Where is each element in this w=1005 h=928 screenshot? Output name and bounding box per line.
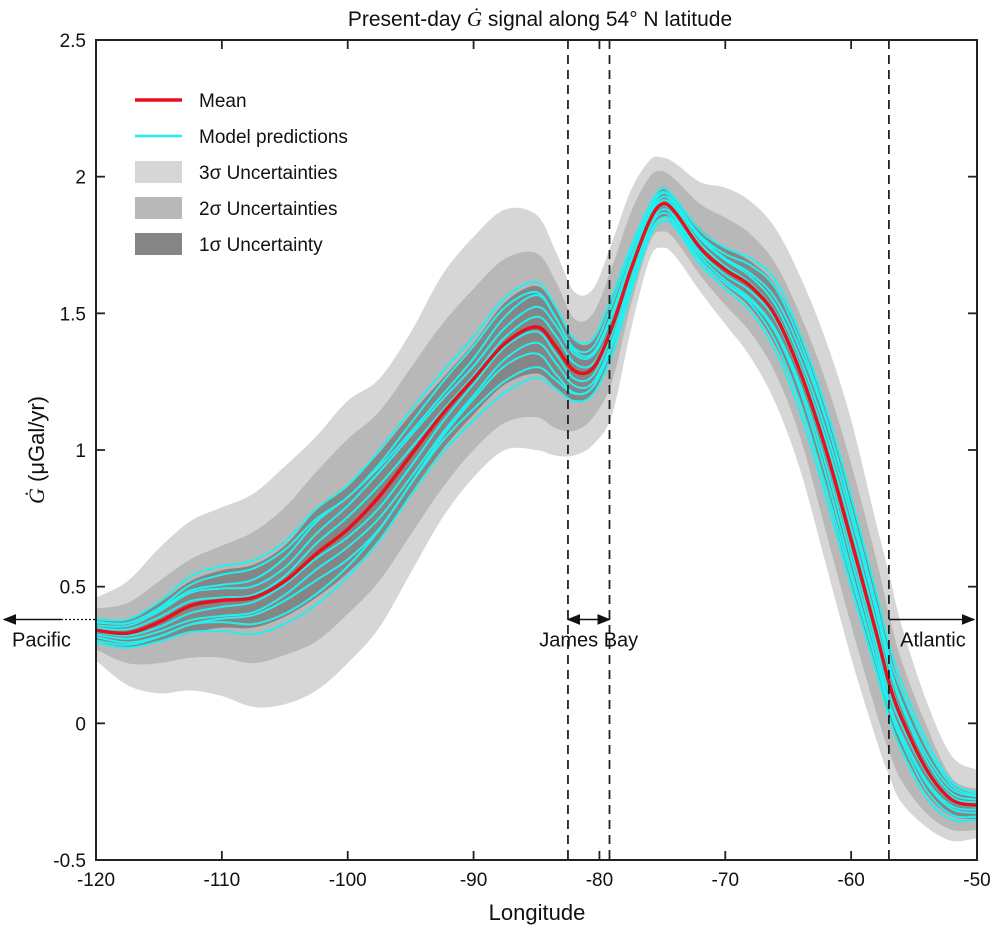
y-axis-symbol: Ġ xyxy=(24,488,49,504)
y-tick-label: 1.5 xyxy=(60,304,86,325)
region-label-pacific: Pacific xyxy=(12,629,71,651)
x-tick-label: -70 xyxy=(712,870,739,891)
mean-line-group xyxy=(95,201,978,808)
mean-line xyxy=(95,201,978,808)
y-axis-unit: (μGal/yr) xyxy=(24,396,49,482)
model-prediction-line xyxy=(95,195,978,801)
model-prediction-line xyxy=(95,216,978,819)
model-prediction-line xyxy=(95,219,978,823)
legend-swatch-patch xyxy=(135,197,182,219)
x-axis-label: Longitude xyxy=(489,900,586,925)
x-tick-label: -120 xyxy=(77,870,115,891)
legend-label: Model predictions xyxy=(199,127,348,148)
title-symbol: Ġ xyxy=(467,7,482,31)
x-tick-label: -50 xyxy=(963,870,990,891)
y-tick-label: 2.5 xyxy=(60,31,86,52)
legend-swatch-patch xyxy=(135,233,182,255)
legend-label: 3σ Uncertainties xyxy=(199,163,337,184)
band-2sigma xyxy=(96,170,977,832)
chart-title: Present-day Ġ signal along 54° N latitud… xyxy=(348,7,732,31)
band-1sigma xyxy=(96,187,977,820)
title-prefix: Present-day xyxy=(348,8,462,31)
legend-swatch-patch xyxy=(135,161,182,183)
model-prediction-line xyxy=(95,211,978,814)
region-label-atlantic: Atlantic xyxy=(900,629,966,651)
title-suffix: signal along 54° N latitude xyxy=(488,8,732,31)
legend-label: 2σ Uncertainties xyxy=(199,199,337,220)
axes: -120 -110 -100 -90 -80 -70 -60 -50 -0.5 0 0.5 1 1.5 2… xyxy=(53,31,990,891)
x-tick-label: -90 xyxy=(460,870,487,891)
y-tick-label: -0.5 xyxy=(53,851,86,872)
model-prediction-line xyxy=(95,204,978,808)
region-label-james-bay: James Bay xyxy=(539,629,638,651)
x-tick-label: -100 xyxy=(329,870,367,891)
y-tick-label: 2 xyxy=(75,168,86,189)
x-tick-label: -80 xyxy=(586,870,613,891)
x-tick-label: -110 xyxy=(204,870,241,891)
vertical-markers xyxy=(567,40,890,860)
y-tick-label: 1 xyxy=(75,441,86,462)
legend-label: 1σ Uncertainty xyxy=(199,235,323,256)
y-tick-label: 0.5 xyxy=(60,578,86,599)
y-tick-label: 0 xyxy=(75,714,86,735)
x-tick-label: -60 xyxy=(837,870,864,891)
uncertainty-bands xyxy=(96,156,977,842)
legend-label: Mean xyxy=(199,91,247,112)
region-annotations: Pacific James Bay Atlantic xyxy=(2,614,976,651)
y-axis-label: Ġ (μGal/yr) xyxy=(24,396,49,504)
legend: Mean Model predictions 3σ Uncertainties 2σ … xyxy=(135,91,348,256)
